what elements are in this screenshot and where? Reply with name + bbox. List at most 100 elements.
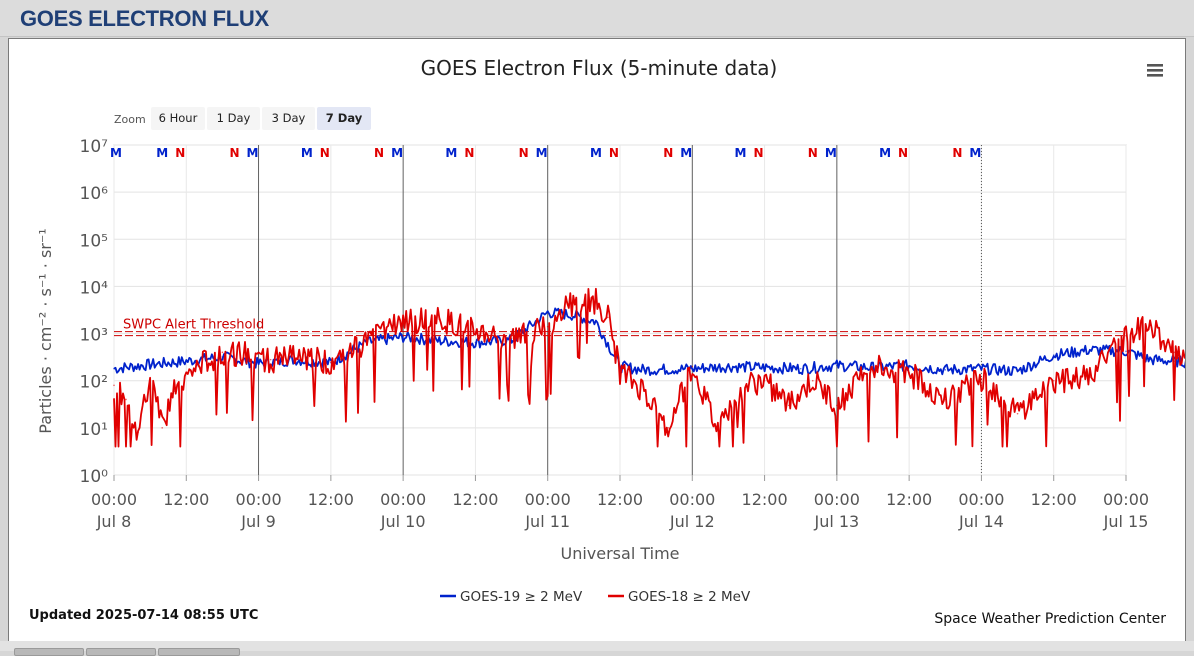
- data-point: [113, 384, 115, 387]
- x-tick-date: Jul 11: [524, 512, 570, 531]
- event-marker-n: N: [753, 146, 763, 160]
- zoom-label: Zoom: [114, 113, 146, 126]
- x-tick-time: 00:00: [236, 490, 282, 509]
- hamburger-menu-icon[interactable]: [1147, 64, 1163, 77]
- data-point: [739, 387, 742, 389]
- data-point: [330, 361, 332, 363]
- data-point: [667, 427, 669, 429]
- zoom-button-1-day[interactable]: 1 Day: [207, 107, 260, 130]
- zoom-controls: Zoom 6 Hour 1 Day 3 Day 7 Day: [114, 107, 371, 130]
- data-point: [727, 365, 730, 368]
- zoom-button-label: 1 Day: [217, 111, 251, 125]
- bottom-tab[interactable]: [14, 648, 84, 656]
- bottom-tab[interactable]: [86, 648, 156, 656]
- data-point: [245, 354, 248, 356]
- data-point: [787, 404, 790, 407]
- data-point: [763, 379, 766, 382]
- event-marker-m: M: [825, 146, 837, 160]
- series-line-goes19: [113, 307, 1185, 377]
- y-tick-label: 10³: [80, 326, 108, 346]
- data-point: [1089, 376, 1091, 378]
- zoom-button-6-hour[interactable]: 6 Hour: [151, 107, 205, 130]
- data-point: [474, 341, 477, 344]
- page-title: GOES ELECTRON FLUX: [20, 6, 269, 31]
- data-point: [836, 404, 838, 407]
- y-tick-label: 10⁷: [80, 137, 109, 157]
- bottom-tab[interactable]: [158, 648, 240, 656]
- legend: GOES-19 ≥ 2 MeV GOES-18 ≥ 2 MeV: [440, 589, 751, 605]
- data-point: [944, 369, 947, 371]
- zoom-button-bg: [151, 107, 205, 130]
- data-point: [908, 371, 910, 374]
- data-point: [763, 366, 766, 369]
- updated-timestamp: Updated 2025-07-14 08:55 UTC: [29, 608, 258, 623]
- legend-item-goes18[interactable]: GOES-18 ≥ 2 MeV: [608, 589, 751, 605]
- y-tick-label: 10⁰: [80, 467, 109, 487]
- x-tick-time: 12:00: [163, 490, 209, 509]
- y-tick-label: 10⁵: [80, 231, 108, 251]
- event-marker-n: N: [320, 146, 330, 160]
- x-tick-time: 12:00: [1031, 490, 1077, 509]
- data-point: [125, 398, 127, 401]
- data-point: [269, 358, 272, 361]
- data-point: [1173, 351, 1175, 354]
- event-marker-n: N: [898, 146, 908, 160]
- event-marker-n: N: [952, 146, 962, 160]
- data-point: [113, 367, 115, 370]
- threshold-label: SWPC Alert Threshold: [123, 318, 264, 333]
- data-point: [149, 379, 151, 382]
- data-point: [293, 357, 296, 360]
- zoom-button-bg: [207, 107, 260, 130]
- x-tick-time: 00:00: [814, 490, 860, 509]
- electron-flux-chart: GOES Electron Flux (5-minute data) Zoom 6…: [29, 56, 1185, 627]
- x-tick-time: 00:00: [380, 490, 426, 509]
- event-marker-m: M: [590, 146, 602, 160]
- x-tick-time: 00:00: [525, 490, 571, 509]
- chart-panel: GOES Electron Flux (5-minute data) Zoom 6…: [8, 38, 1186, 642]
- y-tick-label: 10⁴: [80, 278, 109, 298]
- event-marker-n: N: [374, 146, 384, 160]
- data-point: [1016, 370, 1019, 372]
- x-tick-time: 00:00: [91, 490, 137, 509]
- zoom-button-label: 3 Day: [272, 111, 306, 125]
- zoom-button-bg: [262, 107, 315, 130]
- data-point: [571, 301, 573, 304]
- event-marker-m: M: [391, 146, 403, 160]
- data-point: [643, 390, 645, 392]
- x-tick-date: Jul 14: [958, 512, 1004, 531]
- zoom-button-7-day[interactable]: 7 Day: [317, 107, 371, 130]
- data-point: [1149, 358, 1151, 361]
- event-marker-n: N: [609, 146, 619, 160]
- event-marker-n: N: [229, 146, 239, 160]
- x-axis-title: Universal Time: [560, 544, 679, 563]
- page-header: GOES ELECTRON FLUX: [0, 0, 1194, 37]
- zoom-button-label: 7 Day: [326, 111, 363, 125]
- x-tick-time: 12:00: [308, 490, 354, 509]
- data-point: [402, 336, 404, 338]
- data-point: [221, 356, 224, 358]
- credit-text: Space Weather Prediction Center: [934, 611, 1166, 627]
- x-tick-date: Jul 10: [380, 512, 426, 531]
- event-marker-m: M: [879, 146, 891, 160]
- data-point: [1052, 379, 1055, 382]
- zoom-button-3-day[interactable]: 3 Day: [262, 107, 315, 130]
- series-line-goes18: [113, 287, 1185, 448]
- data-point: [1089, 349, 1091, 351]
- data-point: [438, 340, 441, 342]
- x-tick-time: 00:00: [1103, 490, 1149, 509]
- data-point: [595, 320, 597, 323]
- data-point: [944, 398, 947, 401]
- x-tick-date: Jul 8: [96, 512, 132, 531]
- y-tick-label: 10¹: [80, 420, 108, 440]
- legend-item-goes19[interactable]: GOES-19 ≥ 2 MeV: [440, 589, 583, 605]
- x-tick-date: Jul 15: [1103, 512, 1149, 531]
- data-point: [799, 367, 802, 370]
- event-marker-m: M: [445, 146, 457, 160]
- legend-label: GOES-18 ≥ 2 MeV: [628, 589, 751, 605]
- plot-area: 10⁰ 10¹ 10² 10³ 10⁴ 10⁵ 10⁶ 10⁷ 00:00 Jul 8 12:00 0…: [80, 137, 1185, 531]
- data-point: [197, 365, 200, 368]
- data-point: [811, 379, 814, 382]
- event-marker-n: N: [808, 146, 818, 160]
- data-point: [510, 337, 513, 339]
- data-point: [510, 339, 513, 342]
